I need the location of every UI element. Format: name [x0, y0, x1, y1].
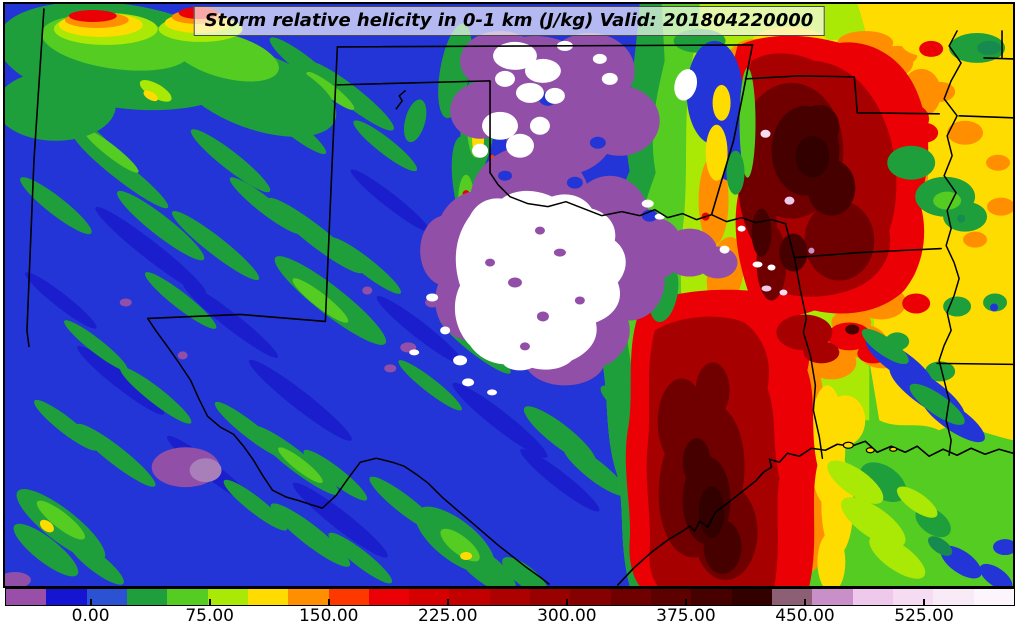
lake-outline [889, 446, 898, 452]
border-tx-la [793, 256, 824, 459]
colorbar [5, 588, 1015, 606]
colorbar-segment [570, 589, 611, 605]
colorbar-segment [368, 589, 410, 605]
colorbar-segment [933, 589, 974, 605]
colorbar-segment [731, 589, 772, 605]
border-ks-ok [336, 44, 754, 48]
river-squiggle-ok [395, 90, 406, 110]
colorbar-segment [973, 589, 1014, 605]
map-canvas [3, 2, 1015, 588]
field-green-streaks-west [13, 37, 665, 586]
colorbar-segment [6, 589, 47, 605]
colorbar-segment [771, 589, 813, 605]
colorbar-segment [610, 589, 651, 605]
border-mo-ar [744, 75, 940, 115]
lake-outline [842, 441, 854, 449]
field-northwest-cluster [5, 4, 337, 141]
border-rio-grande [146, 317, 550, 585]
field-extreme-specks [737, 129, 815, 296]
colorbar-tick-label: 75.00 [185, 606, 234, 626]
border-mississippi-river [938, 30, 962, 456]
colorbar-tick-label: 0.00 [71, 606, 110, 626]
colorbar-tick-label: 450.00 [775, 606, 835, 626]
border-az-nm [26, 8, 45, 348]
colorbar-segment [328, 589, 369, 605]
lake-outline [865, 447, 875, 454]
colorbar-segment [852, 589, 893, 605]
colorbar-tick-label: 300.00 [537, 606, 597, 626]
colorbar-tick-label: 225.00 [418, 606, 478, 626]
colorbar-tick-label: 525.00 [894, 606, 954, 626]
coastline [616, 440, 1013, 586]
border-la-ms [936, 362, 1013, 366]
colorbar-tick-label: 150.00 [298, 606, 359, 626]
colorbar-segment [530, 589, 571, 605]
colorbar-segment [167, 589, 208, 605]
colorbar-segment [812, 589, 853, 605]
helicity-field-plot [5, 4, 1013, 586]
colorbar-segment [247, 589, 289, 605]
field-blue-streaks [25, 169, 600, 558]
state-borders [26, 8, 1013, 585]
border-ok-ar [710, 44, 754, 216]
colorbar-segment [651, 589, 692, 605]
colorbar-segment [409, 589, 450, 605]
border-red-river [489, 171, 787, 225]
field-negative-pocket [5, 30, 776, 586]
colorbar-segment [489, 589, 531, 605]
colorbar-segment [288, 589, 329, 605]
colorbar-segment [126, 589, 168, 605]
colorbar-tick-label: 375.00 [656, 606, 716, 626]
colorbar-segment [892, 589, 934, 605]
border-nm-tx [146, 46, 339, 323]
colorbar-segment [46, 589, 87, 605]
border-ok-panhandle [336, 80, 491, 174]
colorbar-segment [449, 589, 490, 605]
border-tx-ar [784, 222, 796, 259]
colorbar-segment [207, 589, 248, 605]
border-ar-la [793, 247, 942, 259]
border-tn-ky [958, 30, 1013, 119]
colorbar-segment [86, 589, 127, 605]
colorbar-labels: 0.00 75.00 150.00 225.00 300.00 375.00 450.00 5… [5, 606, 1013, 630]
colorbar-segment [691, 589, 732, 605]
plot-title: Storm relative helicity in 0-1 km (J/kg)… [193, 6, 825, 36]
gulf-coastline [616, 440, 1013, 586]
